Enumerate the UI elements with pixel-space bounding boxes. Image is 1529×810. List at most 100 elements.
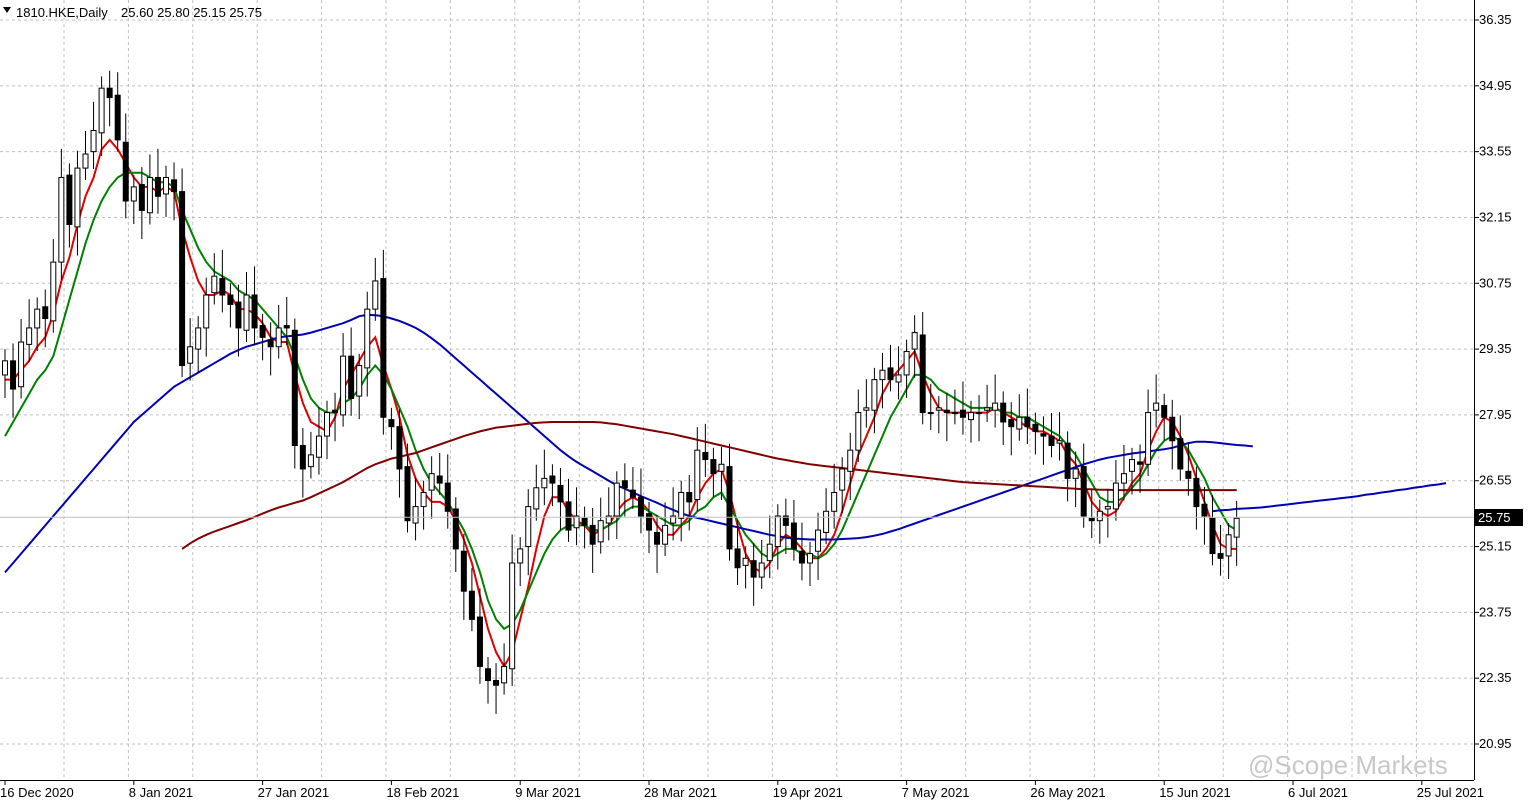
candle (1000, 391, 1007, 445)
candle (227, 283, 234, 328)
candle-body-up (412, 506, 419, 524)
candle (138, 167, 145, 240)
candle (895, 346, 902, 400)
candle-body-down (1209, 517, 1216, 555)
candle-body-up (2, 360, 8, 376)
candle-body-up (74, 167, 81, 228)
candle-body-up (275, 327, 282, 348)
candle-body-up (670, 515, 677, 524)
candle (58, 148, 65, 280)
candle-body-down (710, 459, 717, 475)
candle-body-up (324, 412, 330, 437)
candle-body-up (871, 379, 878, 411)
y-tick-label: 27.95 (1479, 407, 1512, 422)
candle (823, 488, 830, 545)
x-tick-label: 25 Jul 2021 (1417, 785, 1484, 800)
candle (1153, 374, 1160, 428)
candle (1072, 451, 1079, 508)
candle (1137, 444, 1144, 493)
candle (1032, 412, 1039, 455)
candle-body-down (485, 668, 491, 682)
candle (1145, 389, 1152, 477)
candle (1056, 412, 1063, 461)
candle-body-down (1008, 419, 1015, 428)
candle (372, 257, 379, 321)
candle (694, 427, 701, 512)
candle (291, 318, 298, 469)
candle (1112, 460, 1119, 521)
x-tick-label: 28 Mar 2021 (644, 785, 717, 800)
candle (1048, 413, 1055, 458)
candle-body-down (154, 176, 161, 197)
candle-body-down (702, 452, 709, 461)
candle (1129, 447, 1135, 495)
candle (1040, 416, 1047, 465)
candle-body-up (58, 176, 65, 263)
candle-body-down (782, 515, 789, 526)
candle (315, 407, 322, 475)
candle-body-up (976, 412, 983, 415)
candle (1177, 415, 1184, 481)
y-tick-label: 36.35 (1479, 12, 1512, 27)
y-tick-label: 25.15 (1479, 539, 1512, 554)
candle (847, 432, 854, 501)
candle-body-up (823, 510, 830, 533)
candle (992, 374, 999, 428)
candle-body-down (179, 191, 186, 367)
candle (26, 299, 33, 362)
candle (951, 389, 958, 425)
candle (146, 154, 153, 225)
candle-body-down (476, 616, 483, 667)
candle (943, 392, 950, 442)
candle (557, 468, 564, 531)
candle (605, 487, 612, 541)
candle (581, 506, 588, 549)
candle (621, 463, 628, 517)
candle-body-down (1161, 405, 1168, 418)
candle (122, 113, 129, 219)
candle-body-up (951, 412, 958, 415)
candle-body-up (307, 454, 314, 468)
candle-body-down (621, 480, 628, 489)
candle (307, 431, 314, 479)
candle-body-down (122, 141, 129, 202)
candle-body-up (831, 491, 838, 512)
candle-body-up (18, 341, 25, 388)
candle-body-down (1080, 466, 1087, 517)
candle-body-up (50, 261, 57, 322)
candle (807, 541, 813, 587)
candle (613, 471, 620, 540)
candle-body-up (90, 129, 97, 153)
candle-body-up (662, 524, 669, 545)
candle-body-down (493, 680, 500, 686)
candle-body-up (1072, 468, 1079, 479)
price-axis: 36.35 34.95 33.55 32.15 30.75 29.35 27.95 26.55… (1474, 12, 1512, 751)
candle (927, 383, 934, 430)
candle (871, 367, 878, 434)
y-tick-label: 30.75 (1479, 275, 1512, 290)
candle (275, 304, 282, 359)
candle (1080, 443, 1087, 528)
last-price-marker: 25.75 (0, 509, 1523, 526)
candle (324, 400, 330, 460)
dropdown-triangle-icon[interactable] (3, 7, 11, 13)
candle-body-up (420, 491, 427, 508)
candle-body-up (340, 355, 347, 416)
candle (163, 165, 169, 217)
candle (501, 643, 508, 695)
candle (235, 284, 242, 357)
candle-body-up (807, 553, 813, 564)
ma-line-4 (1212, 482, 1447, 513)
candle (718, 446, 725, 501)
candle-body-up (694, 449, 701, 501)
last-price-label: 25.75 (1478, 510, 1511, 525)
candle-body-down (42, 306, 49, 320)
candle-body-up (243, 294, 250, 331)
candle (412, 477, 419, 541)
candle-body-down (1032, 423, 1039, 432)
candle (130, 175, 137, 225)
candle (790, 500, 797, 561)
candle-body-down (557, 484, 564, 503)
x-tick-label: 19 Apr 2021 (773, 785, 843, 800)
candle (332, 392, 339, 442)
